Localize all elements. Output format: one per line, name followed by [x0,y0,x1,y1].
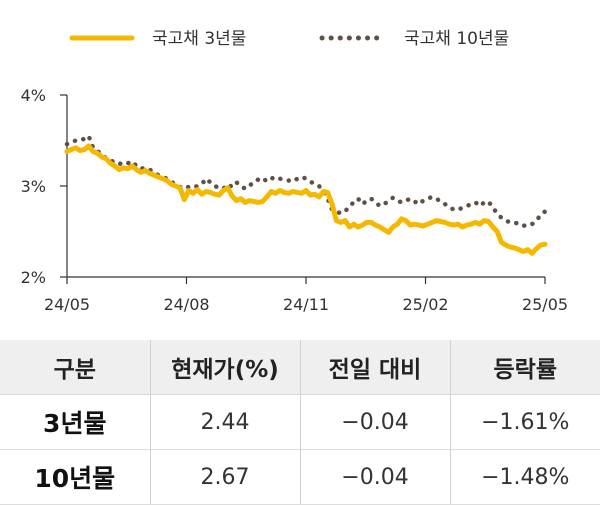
series-line-3y [64,143,548,256]
table-header-row: 구분 현재가(%) 전일 대비 등락률 [0,340,600,395]
y-tick-label: 3% [21,177,46,196]
series-line-10y [64,133,548,229]
yield-table: 구분 현재가(%) 전일 대비 등락률 3년물 2.44 −0.04 −1.61… [0,340,600,505]
change-rate-cell: −1.48% [449,449,600,505]
x-tick-label: 25/02 [402,295,448,314]
x-tick-label: 24/11 [283,295,329,314]
y-tick-label: 4% [21,86,46,105]
table-row: 10년물 2.67 −0.04 −1.48% [0,449,600,505]
y-axis-ticks: 4% 3% 2% [21,86,67,287]
legend-label-10y: 국고채 10년물 [404,29,509,49]
series-layer [64,133,548,256]
change-rate-cell: −1.61% [449,394,600,450]
header-day-change: 전일 대비 [299,340,450,395]
header-current-price: 현재가(%) [149,340,300,395]
table-row: 3년물 2.44 −0.04 −1.61% [0,394,600,450]
y-tick-label: 2% [21,268,46,287]
current-price-cell: 2.44 [149,394,300,450]
legend: 국고채 3년물 국고채 10년물 [69,29,509,49]
header-category: 구분 [0,340,150,395]
x-tick-label: 24/05 [44,295,90,314]
row-label: 10년물 [0,449,150,505]
x-tick-label: 24/08 [163,295,209,314]
row-label: 3년물 [0,394,150,450]
bond-yield-chart: 국고채 3년물 국고채 10년물 4%3%2% 24/05 24/08 24/11 2… [21,29,568,314]
x-tick-label: 25/05 [522,295,568,314]
current-price-cell: 2.67 [149,449,300,505]
header-change-rate: 등락률 [449,340,600,395]
day-change-cell: −0.04 [299,394,450,450]
yield-table-wrap: 구분 현재가(%) 전일 대비 등락률 3년물 2.44 −0.04 −1.61… [0,340,600,505]
day-change-cell: −0.04 [299,449,450,505]
x-axis-ticks: 24/05 24/08 24/11 25/02 25/05 [44,277,568,314]
legend-label-3y: 국고채 3년물 [152,29,246,49]
